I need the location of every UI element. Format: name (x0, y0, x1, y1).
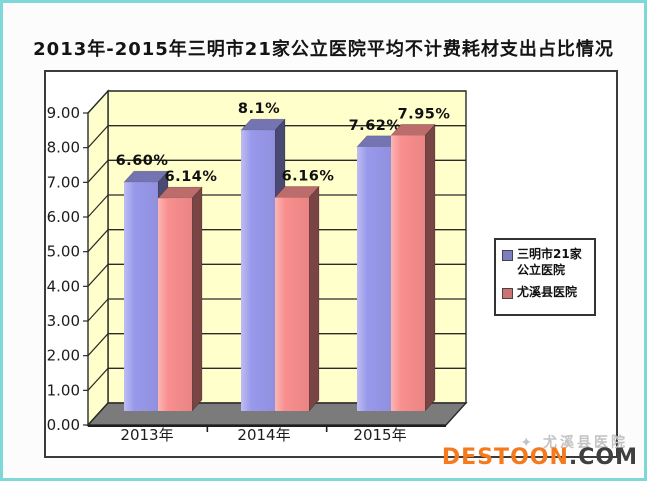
plot-area-3d: 0.00 1.00 2.00 3.00 4.00 5.00 6.00 7.00 8.00 9.00… (47, 89, 468, 444)
y-axis-label: 8.00 (47, 139, 80, 157)
side-wall-gridline (87, 367, 109, 391)
legend-label-sanming: 三明市21家公立医院 (517, 247, 582, 277)
y-axis-label: 4.00 (47, 277, 80, 295)
chart-legend: 三明市21家公立医院 尤溪县医院 (494, 238, 596, 316)
legend-item-youxi: 尤溪县医院 (502, 285, 590, 301)
bar-1-cat-0 (158, 198, 192, 411)
watermark-icon: ✦ (520, 435, 536, 451)
side-wall-gridline (87, 194, 109, 218)
legend-swatch-sanming (502, 250, 513, 261)
watermark-label: 尤溪县医院 (543, 435, 628, 451)
bar-side-1-1 (308, 185, 320, 412)
bar-side-1-0 (191, 186, 203, 412)
side-wall-gridline (87, 298, 109, 322)
bar-side-1-2 (424, 123, 436, 412)
x-axis-label: 2013年 (120, 426, 173, 444)
legend-swatch-youxi (502, 288, 513, 300)
bar-top-1-2 (390, 124, 436, 136)
bar-1-cat-1 (275, 197, 309, 411)
bar-top-0-1 (240, 118, 286, 131)
side-wall-gridline (87, 229, 109, 253)
watermark-logo-main: DESTOON (441, 445, 569, 470)
side-wall-gridline (87, 125, 109, 149)
value-label: 6.16% (282, 168, 335, 184)
y-axis-label: 1.00 (47, 381, 80, 399)
bar-0-cat-2 (357, 146, 391, 411)
side-wall-gridline (87, 90, 109, 114)
value-label: 6.60% (116, 153, 169, 169)
y-axis-label: 7.00 (47, 173, 80, 191)
y-axis-label: 3.00 (47, 312, 80, 330)
side-wall-gridline (87, 263, 109, 287)
legend-label-youxi: 尤溪县医院 (517, 285, 578, 300)
x-axis-label: 2015年 (353, 426, 406, 444)
watermark-logo-suffix: .COM (568, 445, 638, 470)
watermark-logo[interactable]: DESTOON.COM (442, 445, 638, 470)
y-axis-label: 2.00 (47, 347, 80, 365)
value-label: 8.1% (238, 101, 280, 117)
bar-1-cat-2 (391, 135, 425, 411)
side-wall-gridline (87, 333, 109, 357)
watermark-text: ✦ 尤溪县医院 (520, 432, 628, 452)
y-axis-label: 9.00 (47, 104, 80, 122)
value-label: 6.14% (165, 169, 218, 185)
value-label: 7.62% (349, 118, 402, 134)
side-wall (87, 89, 109, 427)
y-axis-label: 6.00 (47, 208, 80, 226)
side-wall-gridline (87, 159, 109, 183)
bar-0-cat-0 (124, 182, 158, 411)
x-axis-label: 2014年 (237, 426, 290, 444)
y-axis-label: 0.00 (47, 416, 80, 434)
value-label: 7.95% (398, 106, 451, 122)
chart-title: 2013年-2015年三明市21家公立医院平均不计费耗材支出占比情况 (33, 39, 614, 60)
bar-0-cat-1 (241, 130, 275, 411)
y-axis-label: 5.00 (47, 243, 80, 261)
legend-item-sanming: 三明市21家公立医院 (502, 247, 590, 278)
